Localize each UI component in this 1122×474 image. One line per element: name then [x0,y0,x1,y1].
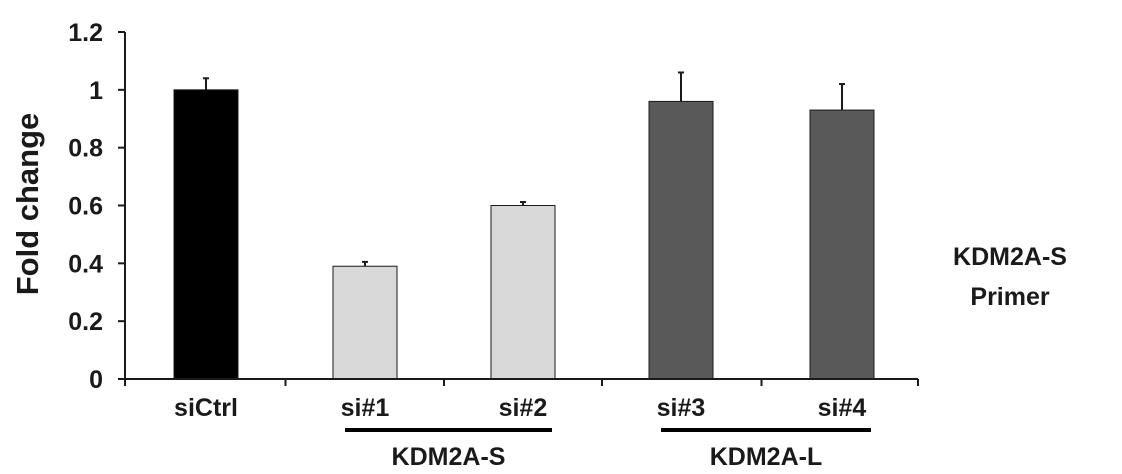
x-tick-label-4: si#4 [818,394,867,422]
y-tick-label-5: 1 [89,77,103,105]
y-tick-label-4: 0.8 [68,135,103,163]
bar-0 [173,89,239,380]
y-tick-label-3: 0.6 [68,193,103,221]
bars-layer [173,71,875,380]
group-label-1: KDM2A-L [710,443,823,471]
bar-2 [490,205,556,380]
bar-1 [332,265,398,380]
x-tick-label-0: siCtrl [174,394,238,422]
bar-4 [809,109,875,380]
y-tick-label-0: 0 [89,366,103,394]
y-tick-label-1: 0.2 [68,308,103,336]
annotation-line-1: KDM2A-S [953,243,1067,271]
y-axis-label: Fold change [10,113,45,296]
annotation-line-2: Primer [970,283,1050,311]
group-label-0: KDM2A-S [392,443,506,471]
x-tick-label-1: si#1 [341,394,390,422]
x-tick-label-3: si#3 [657,394,706,422]
y-tick-label-6: 1.2 [68,19,103,47]
y-tick-label-2: 0.4 [68,250,103,278]
bar-3 [648,100,714,380]
x-tick-label-2: si#2 [499,394,548,422]
axes-layer: 0 0.2 0.4 0.6 0.8 1 1.2 siCtrl si#1 si#2 si#3 si#4 K… [68,19,919,471]
